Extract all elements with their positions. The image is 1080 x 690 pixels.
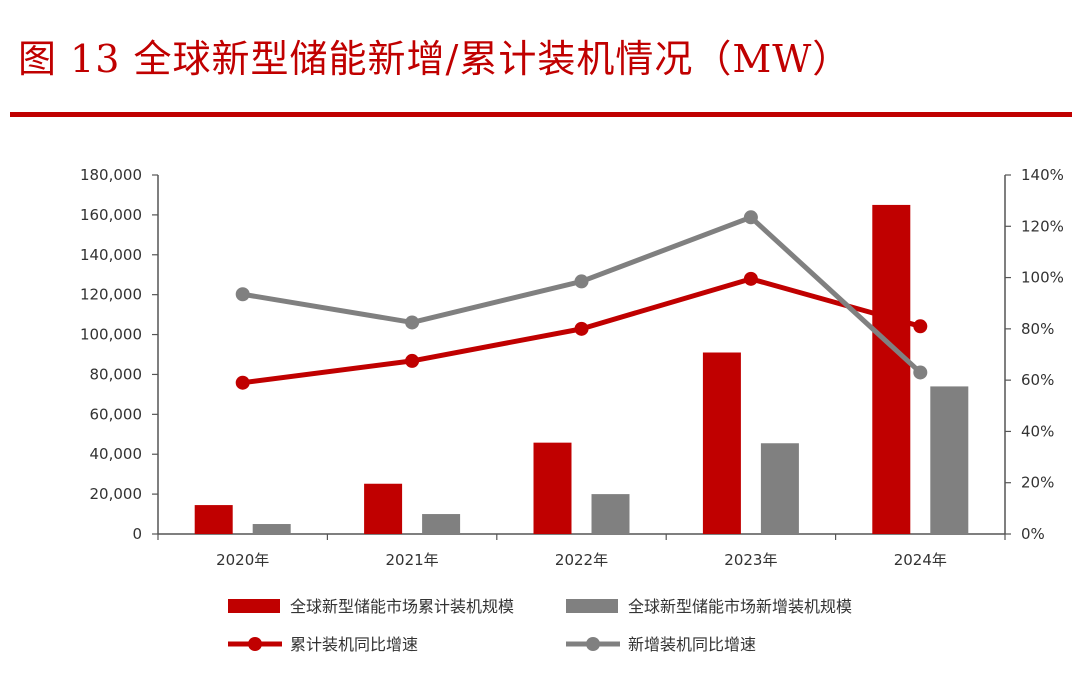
bar-new (591, 494, 630, 534)
bar-cumulative (702, 352, 741, 534)
y-left-tick-label: 20,000 (90, 485, 143, 503)
legend-cumulative-growth-label: 累计装机同比增速 (290, 635, 418, 654)
y-right-tick-label: 40% (1021, 422, 1054, 440)
legend-new-growth-label: 新增装机同比增速 (628, 635, 756, 654)
y-right-tick-label: 0% (1021, 525, 1045, 543)
y-right-tick-label: 140% (1021, 166, 1064, 184)
legend-new-swatch (566, 599, 618, 613)
y-left-tick-label: 0 (132, 525, 142, 543)
point-cumulative-growth (235, 375, 250, 390)
point-new-growth (743, 210, 758, 225)
bar-cumulative (194, 505, 233, 534)
y-right-tick-label: 80% (1021, 320, 1054, 338)
legend-new-label: 全球新型储能市场新增装机规模 (628, 597, 852, 616)
y-right-tick-label: 120% (1021, 217, 1064, 235)
y-left-tick-label: 40,000 (90, 445, 143, 463)
bar-new (760, 443, 799, 534)
y-right-tick-label: 60% (1021, 371, 1054, 389)
legend-cumulative-growth-marker (248, 637, 262, 651)
legend-cumulative-label: 全球新型储能市场累计装机规模 (290, 597, 514, 616)
point-new-growth (913, 365, 928, 380)
point-cumulative-growth (743, 271, 758, 286)
x-tick-label: 2021年 (386, 551, 439, 569)
y-left-tick-label: 80,000 (90, 365, 143, 383)
point-new-growth (405, 315, 420, 330)
y-right-tick-label: 100% (1021, 269, 1064, 287)
y-left-tick-label: 60,000 (90, 405, 143, 423)
bar-new (422, 514, 461, 534)
y-left-tick-label: 160,000 (80, 206, 142, 224)
x-tick-label: 2024年 (894, 551, 947, 569)
point-cumulative-growth (574, 321, 589, 336)
line-new-growth (242, 214, 922, 375)
legend-cumulative-swatch (228, 599, 280, 613)
y-left-tick-label: 120,000 (80, 286, 142, 304)
y-left-tick-label: 180,000 (80, 166, 142, 184)
point-cumulative-growth (405, 353, 420, 368)
bar-new (930, 386, 969, 534)
bar-cumulative (364, 483, 403, 534)
point-new-growth (235, 287, 250, 302)
x-tick-label: 2020年 (216, 551, 269, 569)
x-tick-label: 2022年 (555, 551, 608, 569)
bar-new (252, 524, 291, 534)
point-new-growth (574, 274, 589, 289)
title-rule (10, 112, 1072, 117)
y-right-tick-label: 20% (1021, 474, 1054, 492)
y-left-tick-label: 140,000 (80, 246, 142, 264)
bar-cumulative (872, 204, 911, 534)
figure-title: 图 13 全球新型储能新增/累计装机情况（MW） (18, 37, 852, 81)
legend-new-growth-marker (586, 637, 600, 651)
point-cumulative-growth (913, 319, 928, 334)
x-tick-label: 2023年 (724, 551, 777, 569)
bar-cumulative (533, 442, 572, 534)
y-left-tick-label: 100,000 (80, 326, 142, 344)
